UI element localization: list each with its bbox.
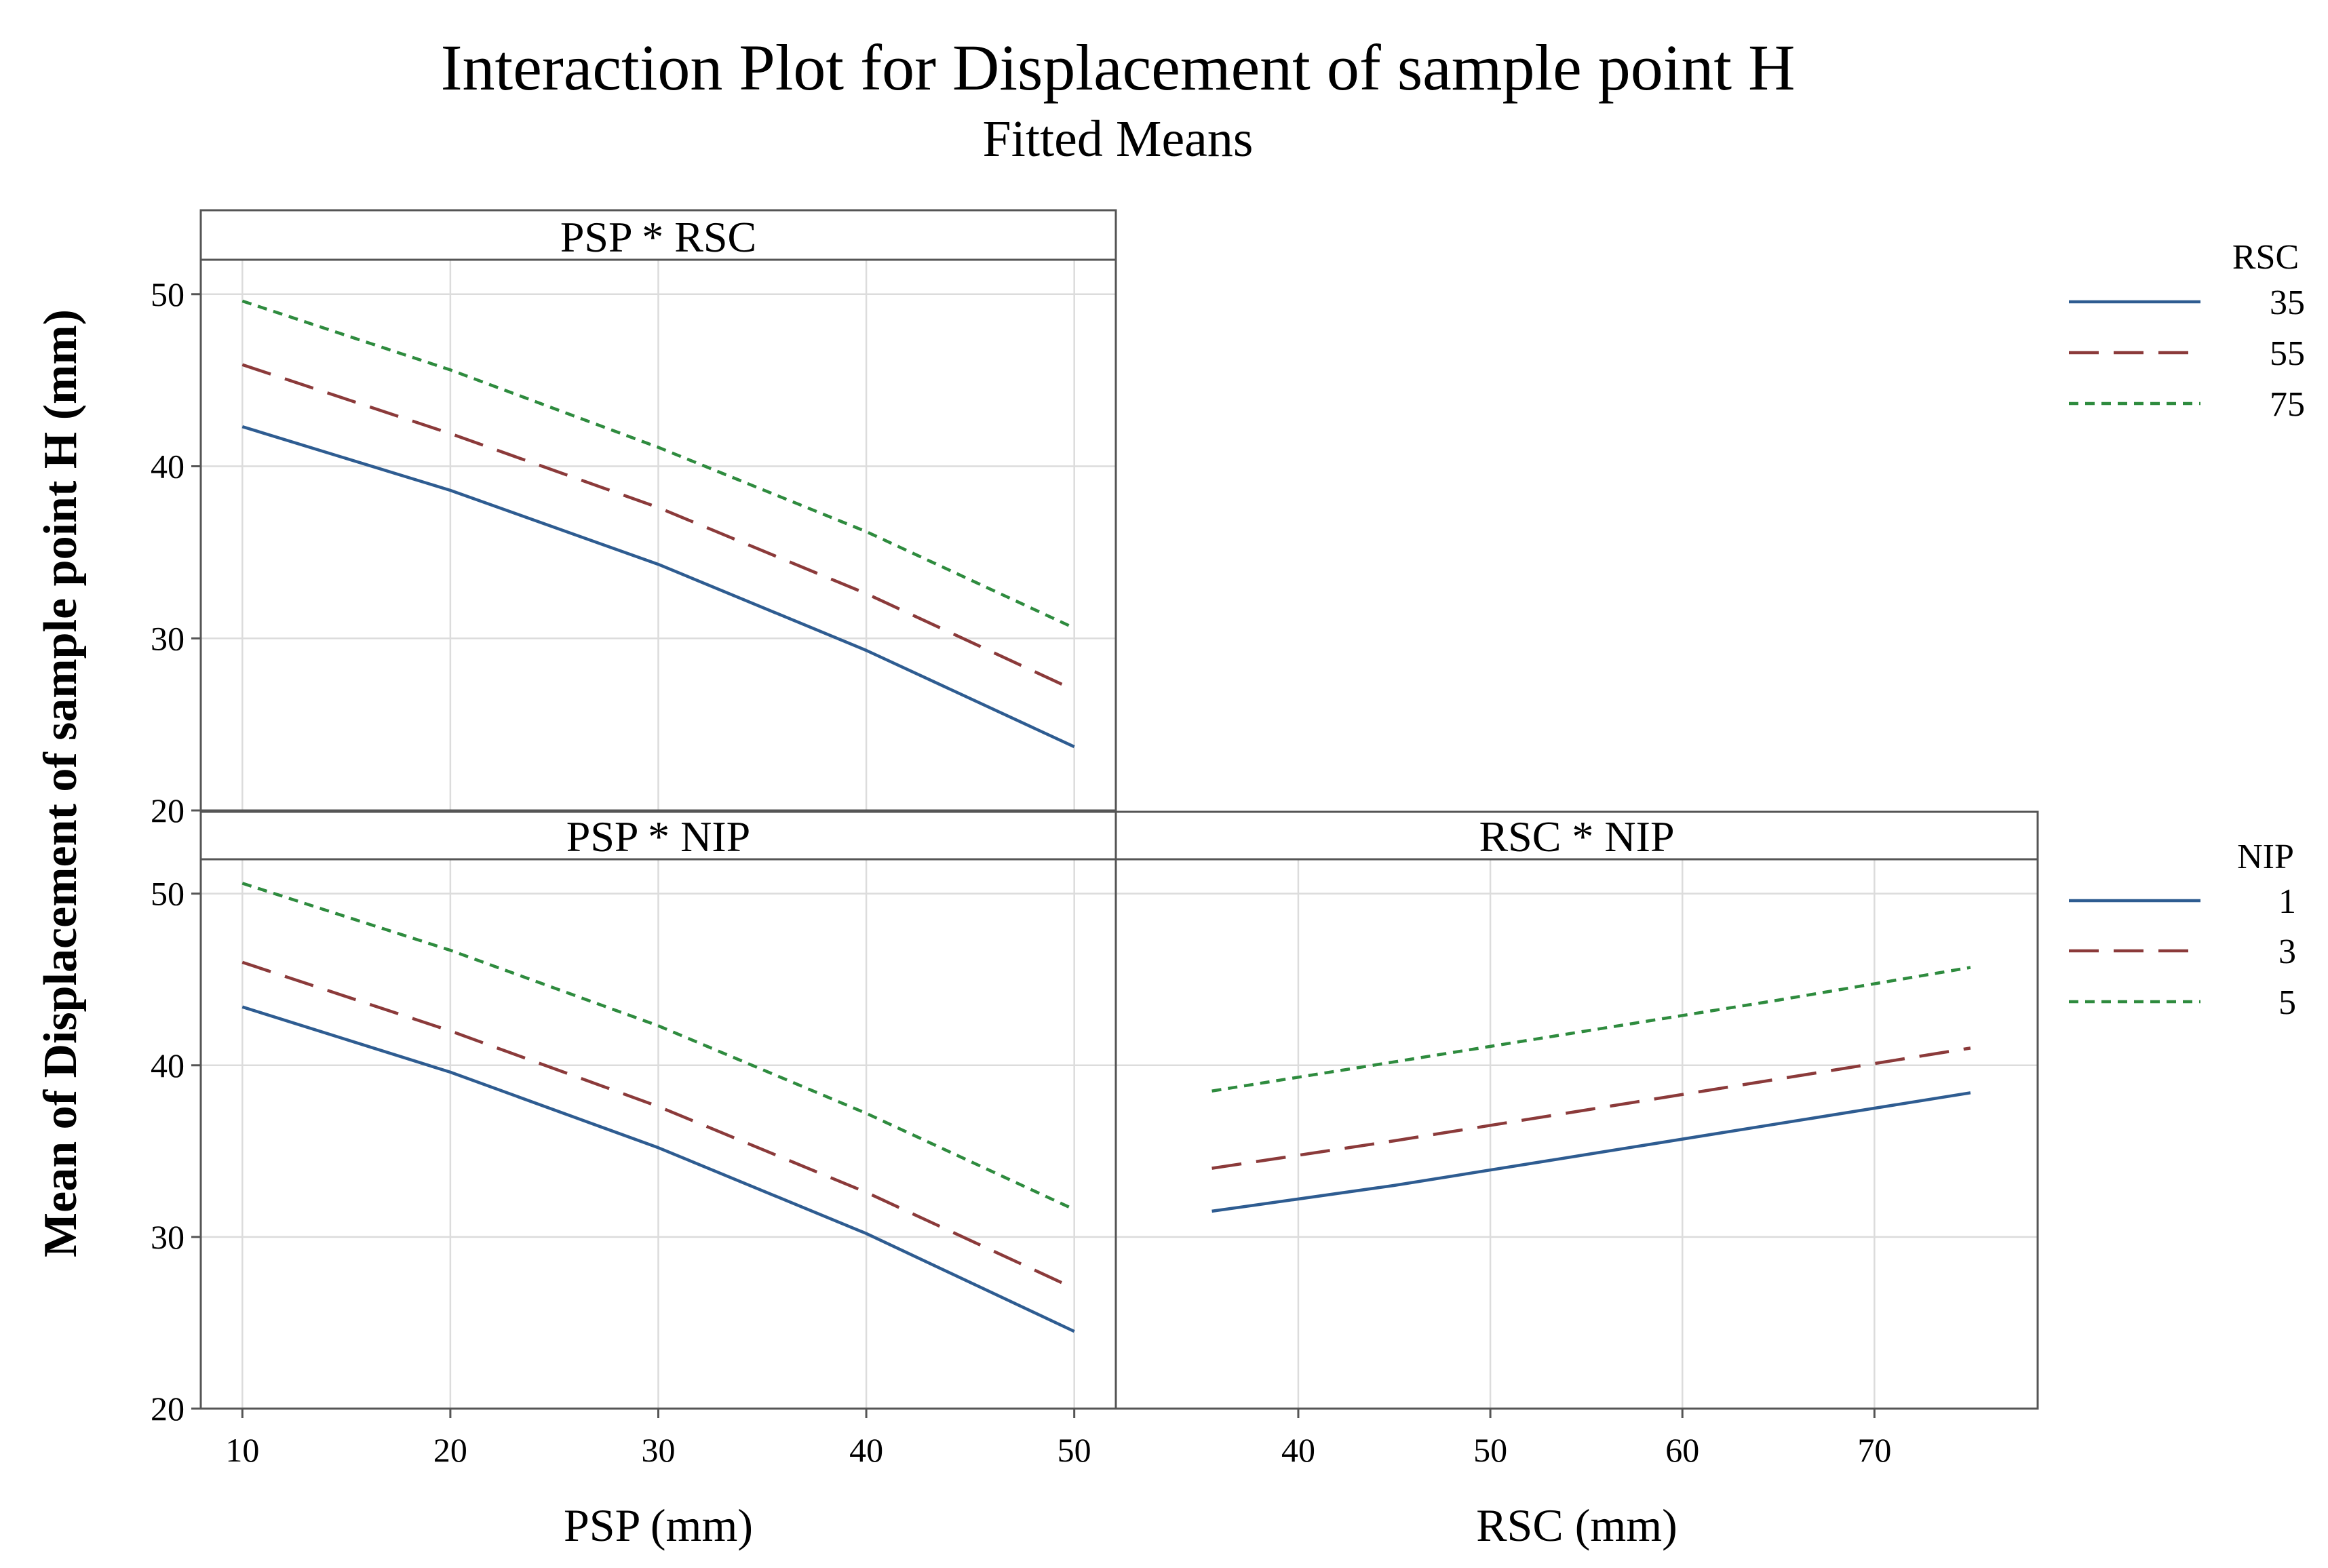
series-line-rsc-nip-1 bbox=[1211, 1091, 1971, 1213]
series-line-psp-rsc-35 bbox=[241, 425, 1075, 749]
panel-psp-nip: PSP * NIP 20 30 40 50 10 20 30 40 50 PSP (mm) bbox=[151, 810, 1117, 1551]
series-line-rsc-nip-5 bbox=[1211, 966, 1971, 1093]
x-tick-label: 60 bbox=[1665, 1431, 1699, 1469]
panel-label: RSC * NIP bbox=[1479, 812, 1674, 861]
legend-nip: NIP 1 3 5 bbox=[2069, 838, 2296, 1022]
y-tick-label: 50 bbox=[151, 875, 185, 913]
y-tick-label: 50 bbox=[151, 275, 185, 313]
y-tick-label: 30 bbox=[151, 619, 185, 657]
y-tick-label: 20 bbox=[151, 791, 185, 829]
legend-title: NIP bbox=[2237, 838, 2294, 876]
x-tick-label: 20 bbox=[433, 1431, 467, 1469]
legend-rsc: RSC 35 55 75 bbox=[2069, 238, 2305, 424]
x-tick-label: 30 bbox=[642, 1431, 676, 1469]
x-tick-label: 10 bbox=[225, 1431, 259, 1469]
panels-layer: PSP * RSC 20 30 40 50 PSP * NIP 20 30 40 50 10 20 30… bbox=[151, 209, 2039, 1551]
legend-title: RSC bbox=[2232, 238, 2299, 277]
y-axis-label: Mean of Displacement of sample point H (… bbox=[35, 309, 87, 1257]
series-line-psp-rsc-55 bbox=[241, 363, 1075, 692]
x-tick-label: 40 bbox=[1281, 1431, 1315, 1469]
x-tick-label: 50 bbox=[1473, 1431, 1507, 1469]
panel-header bbox=[199, 209, 1117, 261]
y-tick-label: 40 bbox=[151, 1046, 185, 1084]
panel-label: PSP * RSC bbox=[560, 213, 756, 261]
x-axis-label: RSC (mm) bbox=[1476, 1500, 1677, 1551]
series-line-psp-nip-5 bbox=[241, 882, 1075, 1211]
y-tick-label: 20 bbox=[151, 1390, 185, 1428]
chart-subtitle: Fitted Means bbox=[983, 111, 1254, 168]
y-tick-label: 30 bbox=[151, 1218, 185, 1256]
series-line-psp-rsc-75 bbox=[241, 299, 1075, 630]
series-line-psp-nip-3 bbox=[241, 960, 1075, 1290]
x-tick-label: 50 bbox=[1058, 1431, 1091, 1469]
x-tick-label: 70 bbox=[1857, 1431, 1891, 1469]
panel-psp-rsc: PSP * RSC 20 30 40 50 bbox=[151, 209, 1117, 829]
x-tick-label: 40 bbox=[849, 1431, 883, 1469]
chart-title: Interaction Plot for Displacement of sam… bbox=[441, 31, 1796, 104]
series-line-psp-nip-1 bbox=[241, 1005, 1075, 1333]
panel-frame bbox=[1114, 858, 2039, 1410]
legend-label: 5 bbox=[2278, 983, 2296, 1022]
x-axis-label: PSP (mm) bbox=[564, 1500, 753, 1551]
panel-label: PSP * NIP bbox=[566, 812, 751, 861]
y-tick-label: 40 bbox=[151, 448, 185, 486]
panel-rsc-nip: RSC * NIP 40 50 60 70 RSC (mm) bbox=[1114, 810, 2039, 1551]
legend-label: 55 bbox=[2270, 334, 2305, 373]
panel-header bbox=[1114, 810, 2039, 861]
legend-label: 75 bbox=[2270, 385, 2305, 424]
legend-label: 3 bbox=[2278, 933, 2296, 971]
legend-label: 1 bbox=[2278, 882, 2296, 921]
legend-label: 35 bbox=[2270, 283, 2305, 322]
series-line-rsc-nip-3 bbox=[1211, 1046, 1971, 1170]
